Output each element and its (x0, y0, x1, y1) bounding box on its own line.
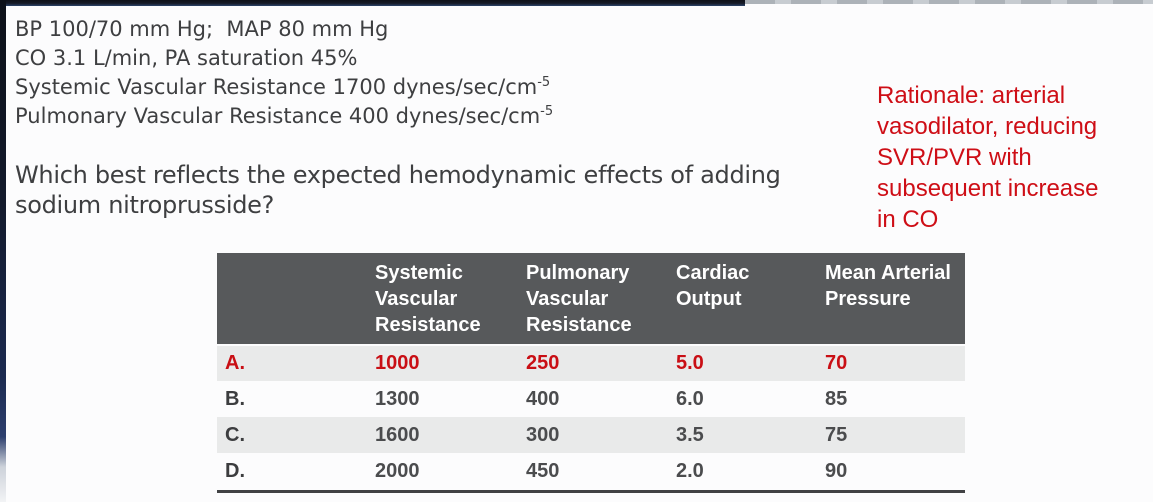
summary-text: CO 3.1 L/min, PA saturation 45% (15, 46, 358, 70)
option-value: 3.5 (676, 417, 825, 453)
option-value: 75 (825, 417, 965, 453)
column-header-map: Mean Arterial Pressure (825, 253, 965, 346)
option-letter: D. (225, 459, 245, 482)
summary-text: BP 100/70 mm Hg; MAP 80 mm Hg (15, 17, 389, 41)
option-letter: C. (217, 417, 375, 453)
superscript: -5 (537, 75, 551, 90)
option-value: 2.0 (676, 459, 704, 482)
option-value: 1000 (375, 345, 526, 381)
option-value: 450 (526, 459, 560, 482)
column-header-empty (217, 253, 375, 346)
rationale-note: Rationale: arterial vasodilator, reducin… (877, 80, 1147, 235)
option-value: 90 (825, 459, 848, 482)
option-letter: B. (225, 387, 245, 410)
option-value: 6.0 (676, 387, 704, 410)
top-bar-light-segment (745, 0, 1153, 4)
option-value: 70 (825, 345, 965, 381)
top-edge-bar (0, 0, 1153, 6)
question-line: sodium nitroprusside? (15, 191, 275, 219)
option-value: 250 (526, 345, 676, 381)
option-value: 1600 (375, 417, 526, 453)
option-value: 5.0 (676, 345, 825, 381)
option-value: 400 (526, 387, 560, 410)
top-bar-dark-segment (0, 0, 745, 6)
answer-options-table: Systemic Vascular Resistance Pulmonary V… (217, 253, 965, 493)
answer-row-d: D. 2000 450 2.0 90 (217, 453, 965, 489)
answer-row-c: C. 1600 300 3.5 75 (217, 417, 965, 453)
answer-row-b: B. 1300 400 6.0 85 (217, 381, 965, 417)
column-header-svr: Systemic Vascular Resistance (375, 253, 526, 346)
option-value: 1300 (375, 387, 420, 410)
superscript: -5 (540, 104, 554, 119)
rationale-line: subsequent increase (877, 175, 1099, 202)
question-text: Which best reflects the expected hemodyn… (15, 160, 855, 220)
question-line: Which best reflects the expected hemodyn… (15, 161, 781, 189)
option-value: 300 (526, 417, 676, 453)
rationale-line: in CO (877, 206, 939, 233)
option-letter: A. (217, 345, 375, 381)
summary-text: Pulmonary Vascular Resistance 400 dynes/… (15, 104, 541, 128)
left-edge-strip (0, 0, 6, 502)
table-bottom-border (217, 490, 965, 493)
rationale-line: vasodilator, reducing (877, 113, 1098, 140)
summary-line-pvr: Pulmonary Vascular Resistance 400 dynes/… (15, 102, 553, 131)
summary-text: Systemic Vascular Resistance 1700 dynes/… (15, 75, 538, 99)
column-header-co: Cardiac Output (676, 253, 825, 346)
answer-row-a: A. 1000 250 5.0 70 (217, 345, 965, 381)
summary-line-co: CO 3.1 L/min, PA saturation 45% (15, 44, 553, 73)
option-value: 85 (825, 387, 848, 410)
hemodynamics-summary: BP 100/70 mm Hg; MAP 80 mm Hg CO 3.1 L/m… (15, 15, 553, 131)
summary-line-svr: Systemic Vascular Resistance 1700 dynes/… (15, 73, 553, 102)
table-header-row: Systemic Vascular Resistance Pulmonary V… (217, 253, 965, 346)
summary-line-bp: BP 100/70 mm Hg; MAP 80 mm Hg (15, 15, 553, 44)
option-value: 2000 (375, 459, 420, 482)
rationale-line: Rationale: arterial (877, 82, 1066, 109)
rationale-line: SVR/PVR with (877, 144, 1032, 171)
column-header-pvr: Pulmonary Vascular Resistance (526, 253, 676, 346)
